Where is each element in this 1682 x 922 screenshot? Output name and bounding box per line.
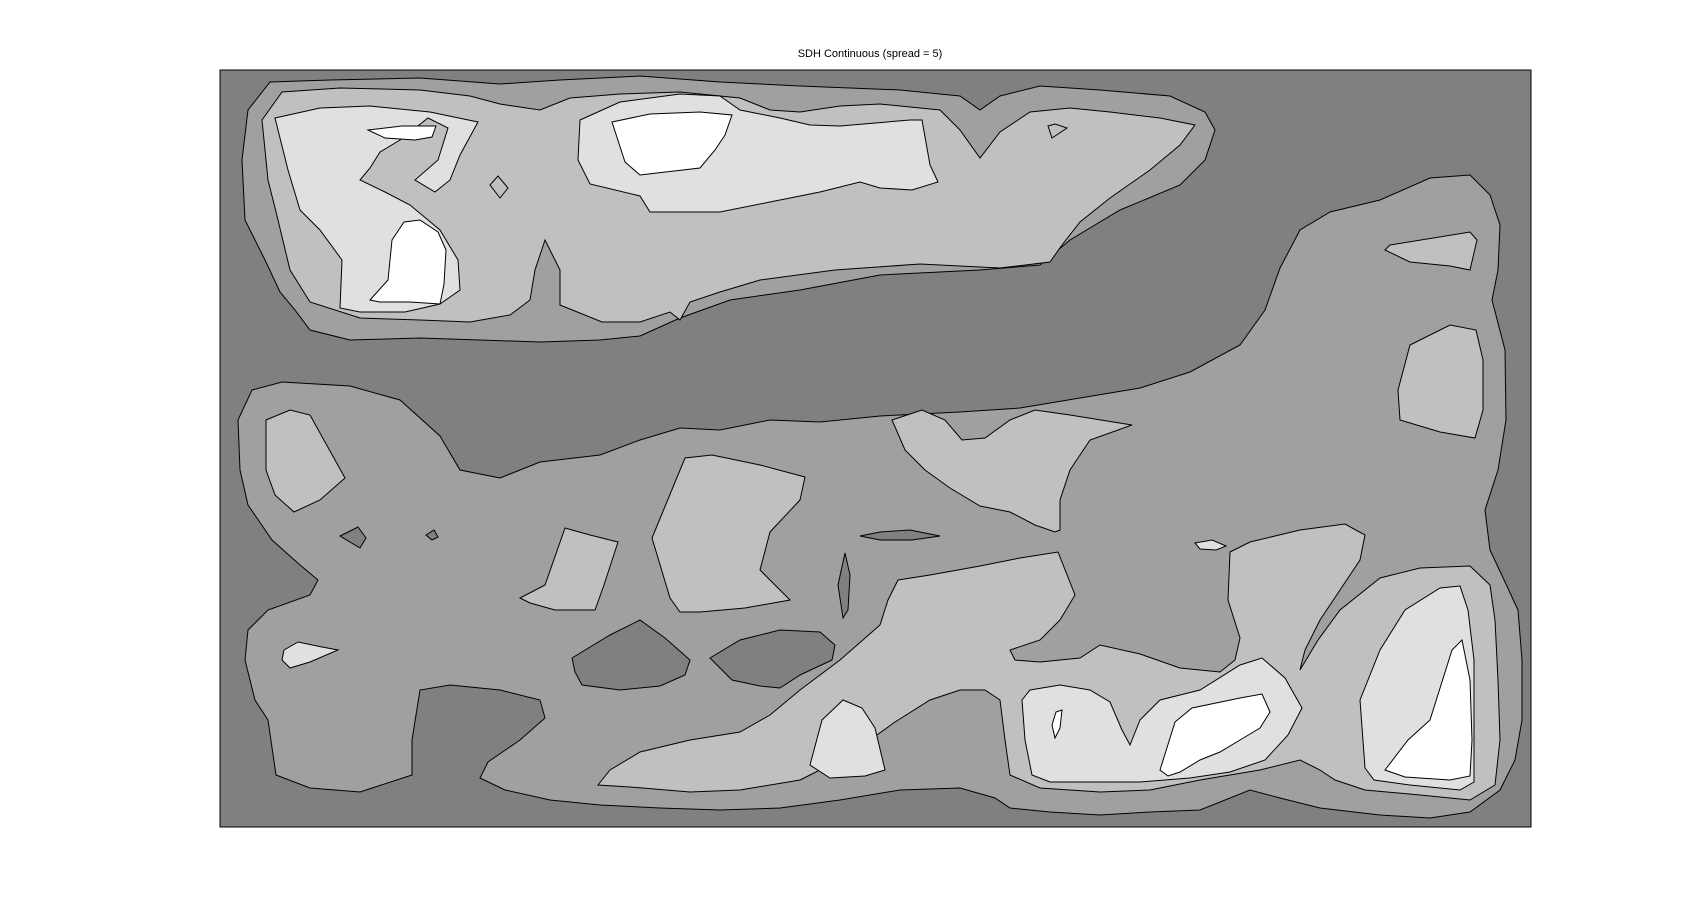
- contour-region-level-3: [1397, 324, 1484, 439]
- contour-region-level-5: [369, 219, 447, 305]
- contour-region-level-3: [1047, 123, 1069, 139]
- contour-region-level-1: [859, 529, 941, 541]
- contour-region-level-1: [338, 526, 367, 549]
- contour-region-level-5: [366, 125, 437, 141]
- contour-region-level-4: [809, 699, 886, 779]
- contour-region-level-5: [611, 111, 733, 176]
- contour-region-level-5: [1384, 638, 1473, 781]
- contour-region-level-4: [1194, 539, 1228, 551]
- contour-region-level-5: [1159, 693, 1271, 777]
- contour-region-level-1: [571, 619, 691, 691]
- contour-region-level-3: [891, 409, 1133, 533]
- contour-region-level-1: [709, 629, 836, 689]
- contour-region-level-3: [265, 409, 346, 513]
- contour-region-level-1: [425, 529, 439, 541]
- contour-region-level-3: [518, 527, 619, 611]
- contour-region-level-4: [281, 641, 340, 669]
- contour-region-level-2: [237, 174, 1523, 819]
- contour-region-level-4: [1021, 657, 1303, 783]
- contour-region-level-5: [1051, 709, 1063, 740]
- contour-region-level-3: [1384, 231, 1478, 271]
- chart-title: SDH Continuous (spread = 5): [797, 48, 943, 60]
- contour-layers: [219, 69, 1532, 828]
- contour-region-level-3: [489, 175, 509, 199]
- contour-region-level-1: [837, 552, 851, 620]
- plot-frame: [219, 69, 1532, 828]
- contour-region-level-3: [651, 454, 806, 613]
